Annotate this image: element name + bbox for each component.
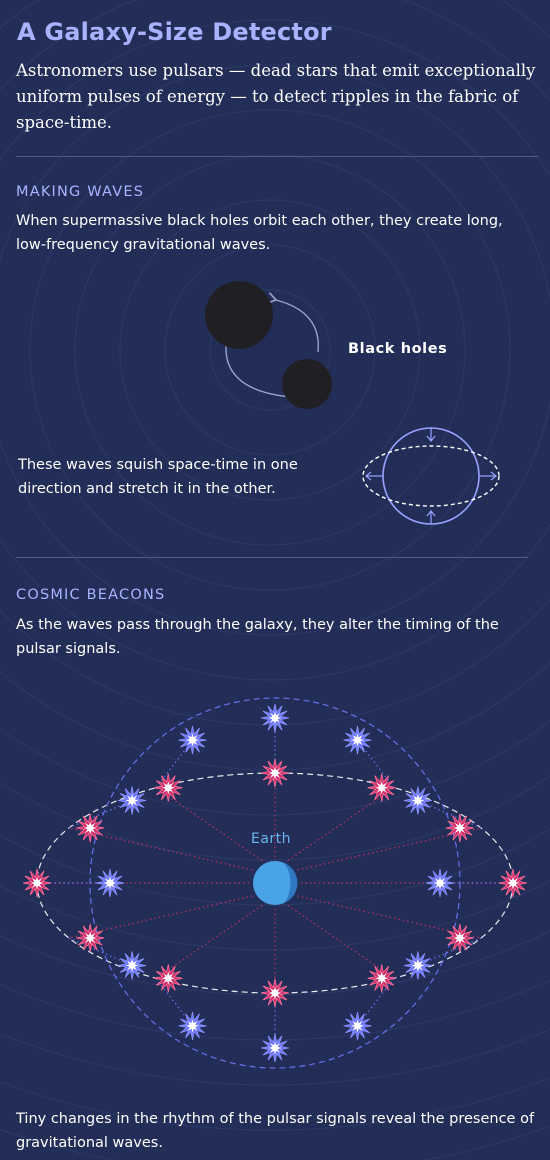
signal-line [155, 977, 193, 1027]
signal-line [155, 787, 263, 861]
pulsar-stretched-icon [154, 773, 183, 802]
pulsar-stretched-icon [22, 868, 52, 898]
signal-line [68, 799, 133, 829]
pulsar-stretched-icon [498, 868, 528, 898]
black-hole-diagram [205, 281, 332, 409]
divider [16, 557, 528, 558]
pulsar-stretched-icon [367, 773, 396, 802]
squish-text: These waves squish space-time in one dir… [18, 457, 298, 497]
section-heading-making-waves: MAKING WAVES [16, 184, 145, 200]
footer-text: Tiny changes in the rhythm of the pulsar… [16, 1111, 535, 1151]
pulsar-stretched-icon [260, 758, 290, 788]
signal-line [417, 937, 482, 967]
pulsar-icon [118, 951, 147, 980]
pulsar-icon [403, 951, 432, 980]
pulsar-icon [178, 1011, 207, 1040]
signal-line [287, 787, 395, 861]
pulsar-icon [343, 1011, 372, 1040]
pulsar-stretched-icon [76, 923, 105, 953]
page-title: A Galaxy-Size Detector [17, 18, 332, 46]
signal-line [155, 739, 193, 789]
large-black-hole [205, 281, 273, 349]
signal-line [155, 905, 263, 979]
pulsar-timing-diagram [22, 697, 528, 1069]
pulsar-icon [425, 868, 455, 898]
pulsar-stretched-icon [445, 813, 474, 843]
making-waves-text: When supermassive black holes orbit each… [16, 213, 503, 253]
earth-label: Earth [251, 831, 292, 847]
pulsar-icon [343, 726, 372, 755]
divider [16, 156, 538, 157]
signal-line [297, 895, 482, 939]
pulsar-icon [403, 786, 432, 815]
intro-text: Astronomers use pulsars — dead stars tha… [16, 61, 536, 132]
signal-line [357, 977, 395, 1027]
earth-icon [253, 861, 297, 905]
black-holes-label: Black holes [348, 341, 448, 357]
pulsar-icon [95, 868, 125, 898]
signal-line [357, 739, 395, 789]
cosmic-beacons-text: As the waves pass through the galaxy, th… [16, 617, 499, 657]
pulsar-icon [260, 703, 290, 733]
pulsar-stretched-icon [260, 978, 290, 1008]
pulsar-icon [178, 726, 207, 755]
signal-line [417, 799, 482, 829]
signal-line [287, 905, 395, 979]
section-heading-cosmic-beacons: COSMIC BEACONS [16, 587, 166, 603]
signal-line [68, 937, 133, 967]
squish-stretch-diagram [362, 427, 500, 525]
small-black-hole [282, 359, 332, 409]
pulsar-icon [118, 786, 147, 815]
pulsar-stretched-icon [154, 964, 183, 993]
pulsar-stretched-icon [445, 923, 474, 953]
pulsar-stretched-icon [367, 964, 396, 993]
pulsar-stretched-icon [76, 813, 105, 843]
pulsar-icon [260, 1033, 290, 1063]
